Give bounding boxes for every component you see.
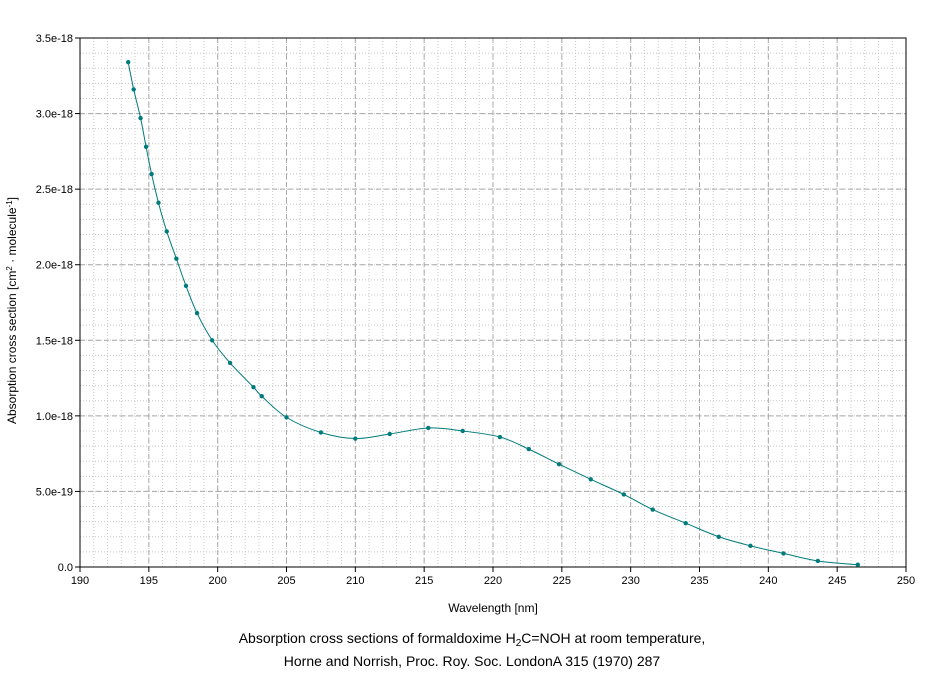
data-point [149, 171, 154, 177]
data-point [284, 415, 289, 420]
x-tick-label: 210 [346, 575, 364, 587]
data-point [259, 394, 264, 399]
data-point [164, 229, 169, 234]
y-axis: 0.0 5.0e-19 1.0e-18 1.5e-18 2.0e-18 2.5e-18 3.… [36, 33, 80, 574]
x-tick-label: 250 [897, 575, 915, 587]
y-axis-label-sup2: -1 [5, 200, 14, 208]
caption-line-1-part1: Absorption cross sections of formaldoxim… [238, 630, 516, 646]
x-tick-label: 190 [71, 575, 89, 587]
x-tick-label: 235 [690, 575, 708, 587]
y-axis-label-part1: Absorption cross section [cm [5, 271, 19, 424]
chart: 190 195 200 205 210 215 220 225 230 235 240 245 250 … [5, 33, 916, 615]
series-points [125, 59, 861, 567]
data-point [748, 543, 753, 549]
y-tick-label: 3.5e-18 [36, 33, 73, 45]
data-point [183, 283, 189, 289]
data-point [650, 507, 655, 512]
x-tick-label: 200 [208, 575, 226, 587]
data-point [426, 425, 431, 431]
data-point [174, 256, 179, 261]
x-tick-label: 215 [415, 575, 433, 587]
data-point [781, 551, 786, 556]
series-line [127, 62, 858, 566]
data-point [209, 338, 215, 343]
data-point [131, 87, 136, 92]
data-point [143, 144, 149, 150]
y-tick-label: 0.0 [58, 562, 73, 574]
data-point [621, 492, 626, 497]
data-point [227, 360, 233, 366]
caption-line-1-part2: C=NOH at room temperature, [521, 630, 706, 646]
caption-line-1: Absorption cross sections of formaldoxim… [0, 630, 944, 649]
x-axis-label: Wavelength [nm] [448, 601, 538, 615]
x-tick-label: 205 [277, 575, 295, 587]
x-tick-label: 240 [759, 575, 777, 587]
x-tick-label: 230 [621, 575, 639, 587]
data-point [497, 434, 503, 440]
x-tick-label: 220 [484, 575, 502, 587]
caption-line-2: Horne and Norrish, Proc. Roy. Soc. Londo… [283, 653, 661, 669]
y-tick-label: 5.0e-19 [36, 486, 73, 498]
y-tick-label: 1.5e-18 [36, 335, 73, 347]
data-point [387, 431, 392, 437]
y-tick-label: 2.5e-18 [36, 184, 73, 196]
data-point [556, 462, 562, 467]
data-point [683, 520, 688, 526]
y-axis-label-part2: · molecule [5, 207, 19, 266]
x-tick-label: 245 [828, 575, 846, 587]
data-point [251, 384, 256, 390]
y-tick-label: 2.0e-18 [36, 260, 73, 272]
x-tick-label: 195 [140, 575, 158, 587]
data-point [815, 558, 821, 564]
x-axis: 190 195 200 205 210 215 220 225 230 235 240 245 250 [71, 567, 915, 587]
data-point [460, 428, 465, 434]
y-tick-label: 1.0e-18 [36, 411, 73, 423]
data-point [318, 430, 324, 435]
data-point [716, 534, 721, 539]
data-point [353, 436, 358, 441]
data-point [855, 562, 861, 567]
data-point [588, 477, 593, 482]
y-axis-label: Absorption cross section [cm2 · molecule… [5, 197, 20, 424]
y-axis-label-sup1: 2 [5, 266, 14, 271]
y-axis-label-part3: ] [5, 197, 19, 200]
data-point [194, 310, 200, 316]
x-tick-label: 225 [553, 575, 571, 587]
data-point [526, 446, 531, 452]
data-point [125, 59, 131, 65]
data-point [156, 200, 161, 205]
caption-line-1-sub: 2 [515, 638, 522, 649]
y-tick-label: 3.0e-18 [36, 109, 73, 121]
data-point [138, 115, 143, 121]
